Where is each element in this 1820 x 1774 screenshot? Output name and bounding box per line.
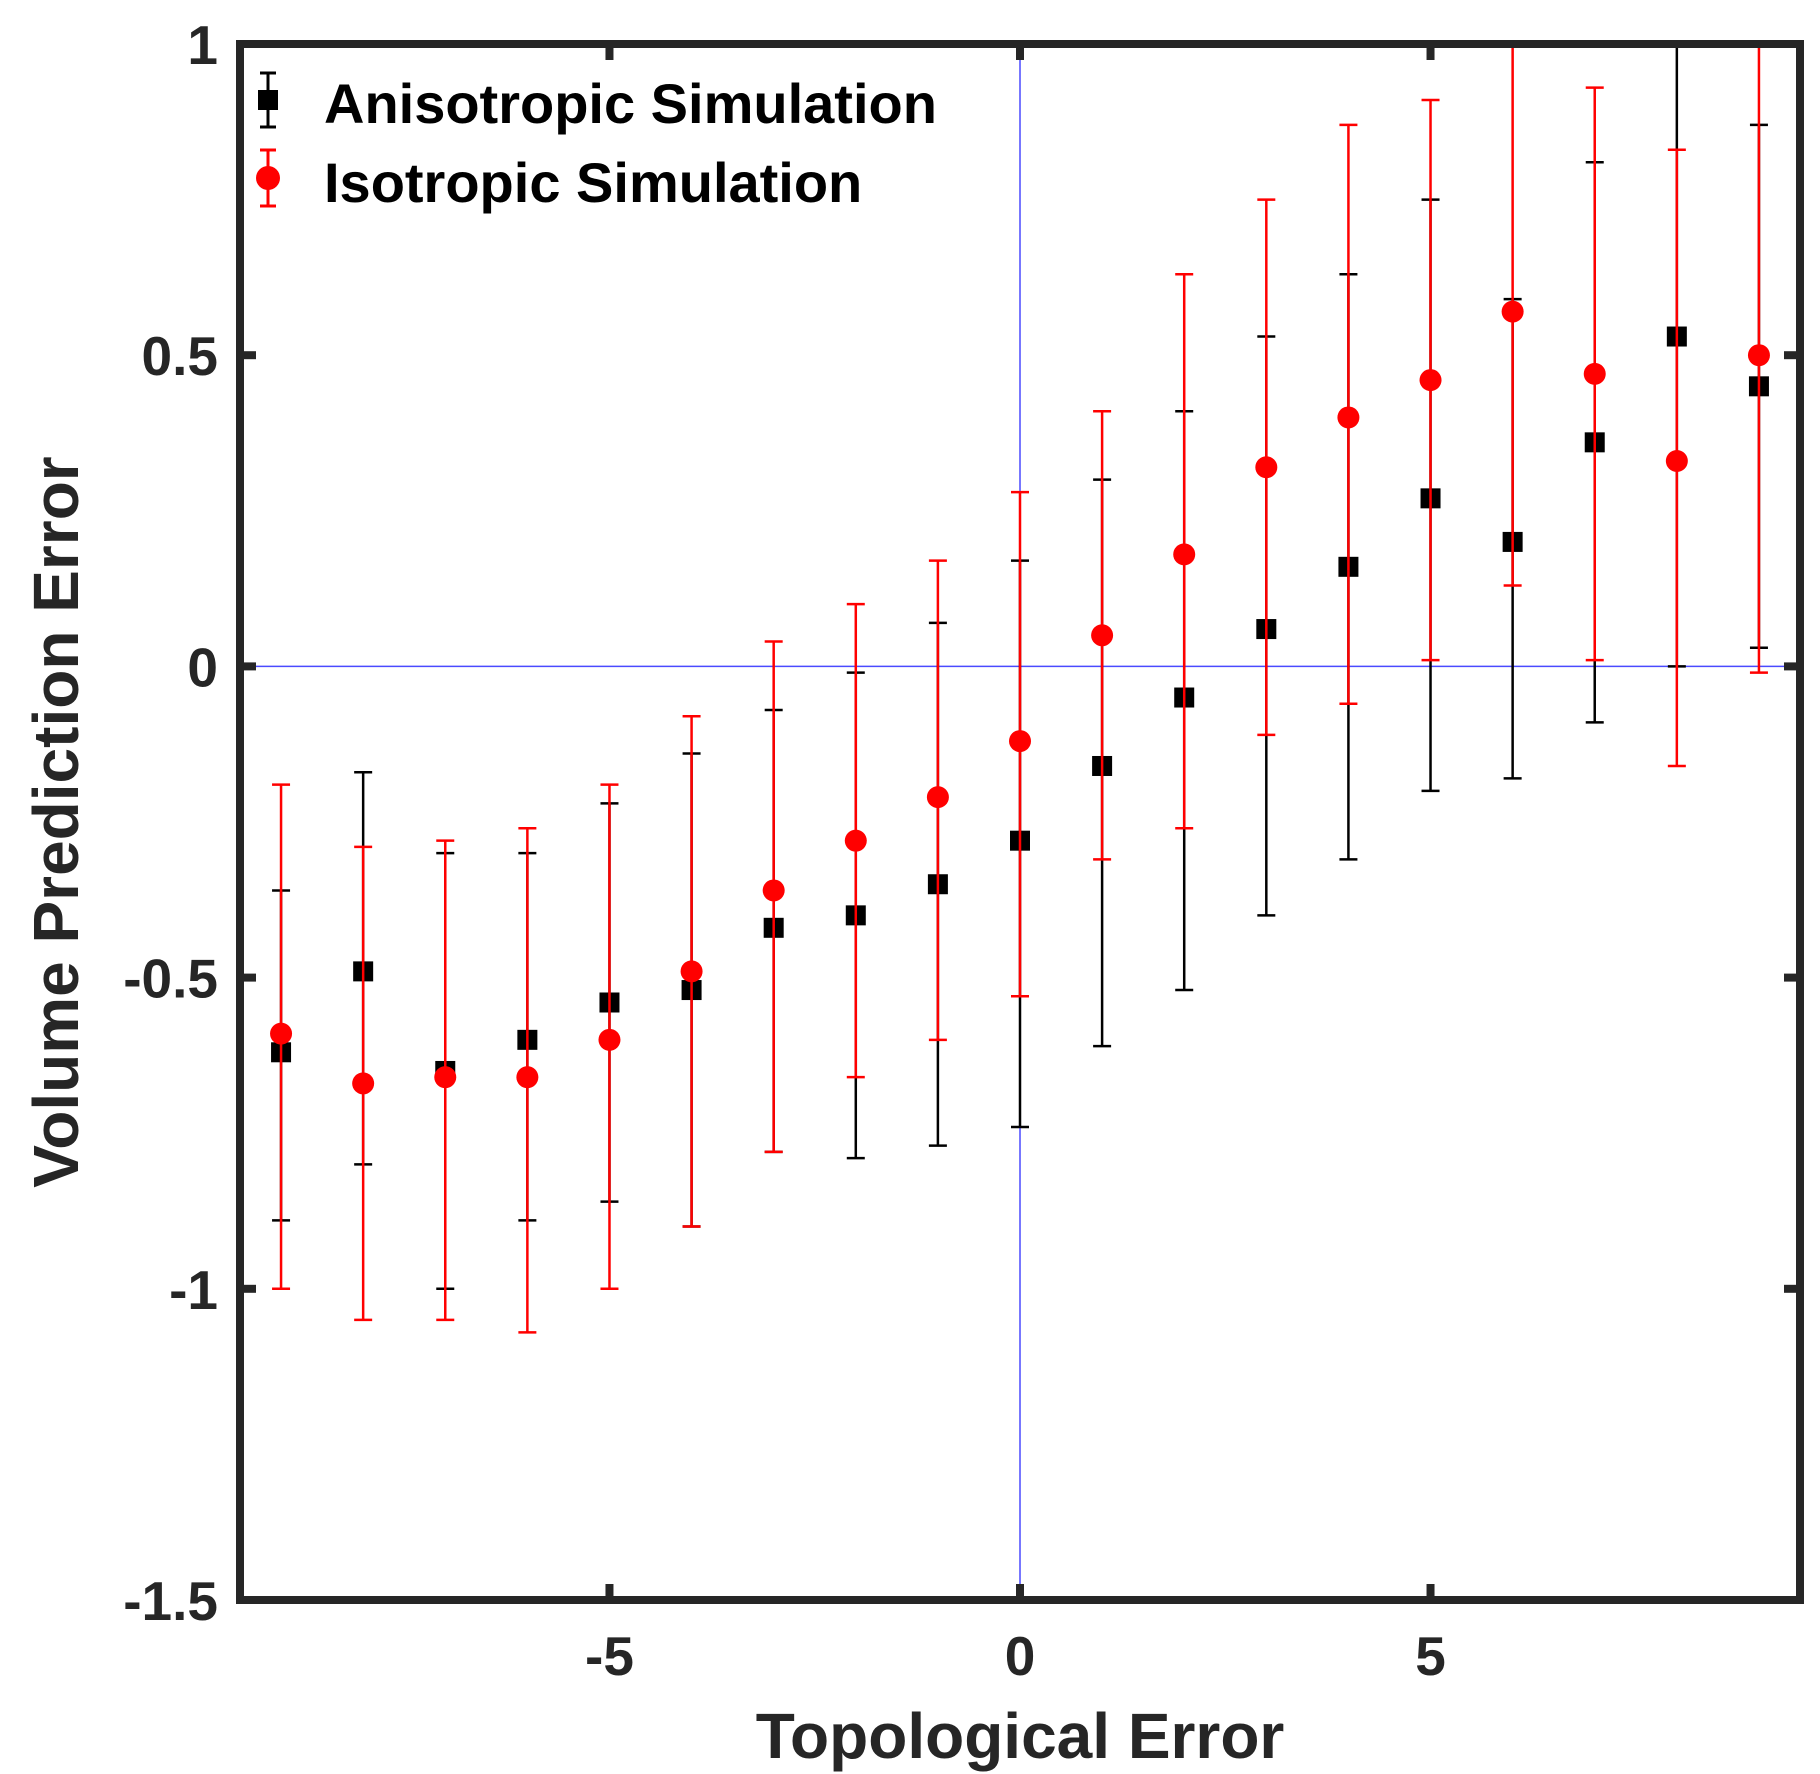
series-isotropic <box>270 44 1770 1334</box>
y-tick-label: -1.5 <box>123 1570 218 1632</box>
isotropic-point <box>680 960 703 983</box>
isotropic-point <box>434 1066 457 1089</box>
legend: Anisotropic Simulation Isotropic Simulat… <box>256 71 937 214</box>
isotropic-point <box>926 786 949 809</box>
isotropic-point <box>1173 543 1196 566</box>
x-tick-label: 5 <box>1415 1625 1446 1687</box>
isotropic-point <box>762 879 785 902</box>
isotropic-point <box>270 1022 293 1045</box>
y-tick-label: 0 <box>187 636 218 698</box>
isotropic-point <box>516 1066 539 1089</box>
legend-isotropic-marker <box>256 166 280 190</box>
isotropic-point <box>1255 456 1278 479</box>
legend-item-isotropic: Isotropic Simulation <box>256 148 862 214</box>
y-tick-label: -0.5 <box>123 948 218 1010</box>
x-axis-title: Topological Error <box>756 1700 1285 1772</box>
isotropic-point <box>1747 344 1770 367</box>
y-axis-title: Volume Prediction Error <box>20 456 92 1187</box>
isotropic-point <box>352 1072 375 1095</box>
isotropic-point <box>598 1028 621 1051</box>
legend-anisotropic-marker <box>258 90 278 110</box>
isotropic-point <box>844 829 867 852</box>
x-tick-label: 0 <box>1005 1625 1036 1687</box>
isotropic-point <box>1665 450 1688 473</box>
isotropic-point <box>1009 730 1031 753</box>
isotropic-point <box>1501 300 1524 323</box>
axis-ticks <box>240 40 1800 1604</box>
tick-labels: -5 0 5 -1.5 -1 -0.5 0 0.5 1 <box>123 14 1446 1687</box>
isotropic-point <box>1091 624 1114 647</box>
y-tick-label: 1 <box>187 14 218 76</box>
legend-item-anisotropic: Anisotropic Simulation <box>258 71 937 135</box>
y-tick-label: -1 <box>169 1259 218 1321</box>
x-tick-label: -5 <box>585 1625 634 1687</box>
isotropic-point <box>1337 406 1360 429</box>
legend-isotropic-label: Isotropic Simulation <box>324 151 862 214</box>
legend-anisotropic-label: Anisotropic Simulation <box>324 72 937 135</box>
isotropic-point <box>1583 362 1606 385</box>
y-tick-label: 0.5 <box>142 325 218 387</box>
isotropic-point <box>1419 369 1442 392</box>
